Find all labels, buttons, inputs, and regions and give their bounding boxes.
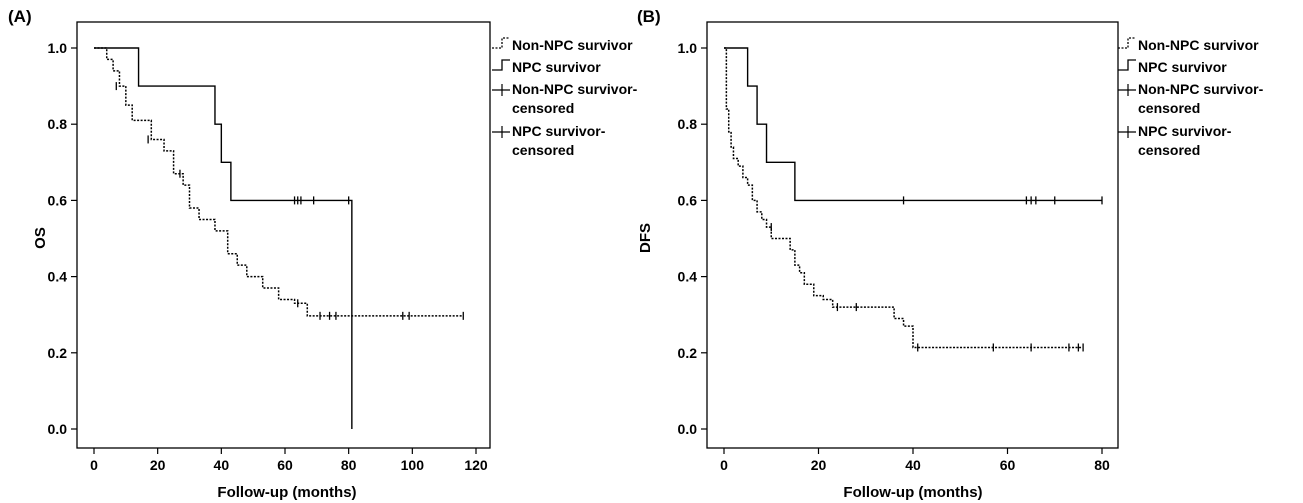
km-curve-npc [94, 47, 353, 429]
legend-label: Non-NPC survivor- [1138, 81, 1264, 97]
legend-label: Non-NPC survivor- [512, 81, 638, 97]
x-tick-label: 0 [90, 457, 98, 473]
chart-panel-a: (A) 0 20 40 60 80 100 120 0.0 0.2 0.4 0.6 0.8 1.0 Foll… [8, 7, 638, 501]
legend-swatch-npc [1118, 59, 1136, 71]
legend-label: censored [512, 100, 574, 116]
y-tick-label: 0.0 [678, 421, 698, 437]
legend-label: NPC survivor [1138, 59, 1227, 75]
legend-label: NPC survivor- [1138, 123, 1232, 139]
y-tick-label: 0.4 [678, 269, 698, 285]
y-tick-label: 0.2 [48, 345, 68, 361]
km-curve-npc [724, 47, 1102, 202]
legend-swatch-non-npc [1118, 37, 1136, 49]
x-tick-label: 100 [401, 457, 425, 473]
panel-label: (A) [8, 7, 32, 26]
plot-frame [76, 21, 491, 449]
plot-frame [706, 21, 1119, 449]
km-curve-non-npc [724, 47, 1084, 349]
x-tick-label: 40 [214, 457, 230, 473]
x-tick-label: 40 [905, 457, 921, 473]
x-tick-label: 80 [1094, 457, 1110, 473]
y-tick-label: 0.6 [48, 192, 68, 208]
x-tick-label: 60 [277, 457, 293, 473]
x-tick-label: 20 [150, 457, 166, 473]
x-tick-label: 60 [1000, 457, 1016, 473]
y-tick-label: 1.0 [48, 40, 68, 56]
y-tick-label: 1.0 [678, 40, 698, 56]
y-tick-label: 0.8 [678, 116, 698, 132]
legend-label: NPC survivor- [512, 123, 606, 139]
panel-label: (B) [637, 7, 661, 26]
km-curve-non-npc [94, 47, 464, 317]
chart-panel-b: (B) 0 20 40 60 80 0.0 0.2 0.4 0.6 0.8 1.0 Follow-up … [637, 7, 1264, 501]
legend-swatch-npc [492, 59, 510, 71]
legend-label: Non-NPC survivor [1138, 37, 1259, 53]
x-tick-label: 120 [464, 457, 488, 473]
y-tick-label: 0.4 [48, 269, 68, 285]
y-tick-label: 0.0 [48, 421, 68, 437]
x-tick-label: 0 [720, 457, 728, 473]
y-tick-label: 0.2 [678, 345, 698, 361]
legend-label: Non-NPC survivor [512, 37, 633, 53]
y-tick-label: 0.6 [678, 192, 698, 208]
x-axis-title: Follow-up (months) [843, 484, 982, 501]
x-tick-label: 80 [341, 457, 357, 473]
legend-label: NPC survivor [512, 59, 601, 75]
y-tick-label: 0.8 [48, 116, 68, 132]
x-tick-label: 20 [811, 457, 827, 473]
legend-label: censored [1138, 142, 1200, 158]
legend-label: censored [1138, 100, 1200, 116]
legend-label: censored [512, 142, 574, 158]
x-axis-title: Follow-up (months) [217, 484, 356, 501]
legend-swatch-non-npc [492, 37, 510, 49]
y-axis-title: DFS [637, 223, 654, 253]
y-axis-title: OS [32, 227, 49, 249]
